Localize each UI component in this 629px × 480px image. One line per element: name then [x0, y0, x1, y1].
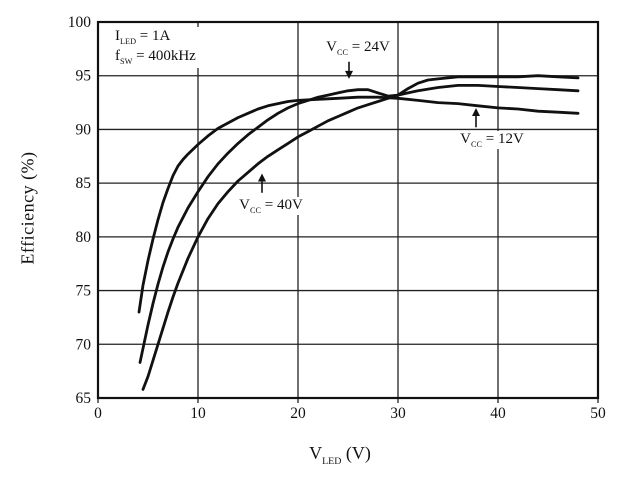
condition-switching-freq-base: f — [115, 48, 120, 65]
condition-led-current-sub: LED — [120, 37, 137, 46]
x-axis-title: VLED (V) — [309, 443, 371, 467]
label-vcc-24v-value: = 24V — [348, 38, 390, 55]
label-vcc-40v-sub: CC — [250, 205, 262, 215]
plot-border — [96, 20, 600, 400]
x-tick-label: 30 — [390, 405, 406, 422]
condition-led-current-base: I — [115, 28, 120, 44]
condition-led-current: ILED = 1A — [115, 27, 196, 47]
annotation-arrowhead — [258, 173, 266, 182]
label-vcc-24v-base: V — [326, 38, 338, 55]
x-tick-label: 50 — [590, 405, 606, 422]
test-conditions-annotation: ILED = 1A fSW = 400kHz — [112, 27, 199, 68]
condition-switching-freq-value: = 400kHz — [132, 48, 196, 65]
label-vcc-12v: VCC = 12V — [458, 131, 526, 150]
y-tick-label: 90 — [76, 121, 92, 138]
label-vcc-12v-sub: CC — [471, 140, 483, 150]
x-tick-label: 40 — [490, 405, 506, 422]
x-axis-title-subscript: LED — [322, 455, 342, 467]
y-tick-label: 85 — [76, 175, 92, 192]
condition-switching-freq-sub: SW — [120, 57, 133, 67]
curve-vcc-24v — [138, 84, 580, 364]
condition-switching-freq: fSW = 400kHz — [115, 47, 196, 67]
y-tick-label: 80 — [76, 229, 92, 246]
label-vcc-12v-value: = 12V — [482, 131, 524, 148]
x-tick-label: 0 — [94, 405, 102, 422]
y-tick-label: 100 — [68, 14, 92, 31]
x-axis-title-unit: (V) — [341, 443, 371, 464]
annotation-arrowhead — [472, 107, 480, 116]
y-tick-label: 75 — [76, 283, 92, 300]
label-vcc-24v: VCC = 24V — [324, 38, 392, 57]
x-tick-label: 10 — [190, 405, 206, 422]
y-tick-label: 70 — [76, 336, 92, 353]
label-vcc-40v-base: V — [239, 196, 251, 213]
annotation-arrowhead — [345, 70, 353, 79]
label-vcc-24v-sub: CC — [337, 47, 349, 57]
x-axis-title-base: V — [309, 443, 323, 464]
label-vcc-40v-value: = 40V — [261, 196, 303, 213]
x-tick-label: 20 — [290, 405, 306, 422]
curve-vcc-40v — [141, 74, 580, 391]
y-tick-label: 65 — [76, 390, 92, 407]
y-axis-title: Efficiency (%) — [17, 151, 38, 265]
curve-vcc-12v — [137, 95, 580, 314]
condition-led-current-value: = 1A — [136, 28, 171, 44]
label-vcc-40v: VCC = 40V — [237, 196, 305, 215]
y-tick-label: 95 — [76, 68, 92, 85]
label-vcc-12v-base: V — [460, 131, 472, 148]
